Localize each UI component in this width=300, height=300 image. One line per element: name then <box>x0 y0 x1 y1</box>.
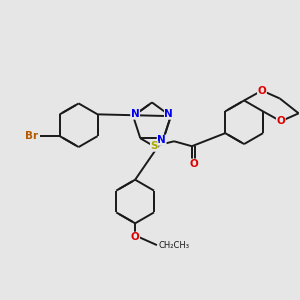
Text: O: O <box>190 159 198 169</box>
Text: Br: Br <box>26 131 39 141</box>
Text: CH₂CH₃: CH₂CH₃ <box>159 241 190 250</box>
Text: N: N <box>164 109 173 119</box>
Text: O: O <box>258 85 266 96</box>
Text: S: S <box>151 141 158 151</box>
Text: N: N <box>157 135 166 145</box>
Text: N: N <box>131 109 140 119</box>
Text: O: O <box>277 116 285 126</box>
Text: O: O <box>131 232 140 242</box>
